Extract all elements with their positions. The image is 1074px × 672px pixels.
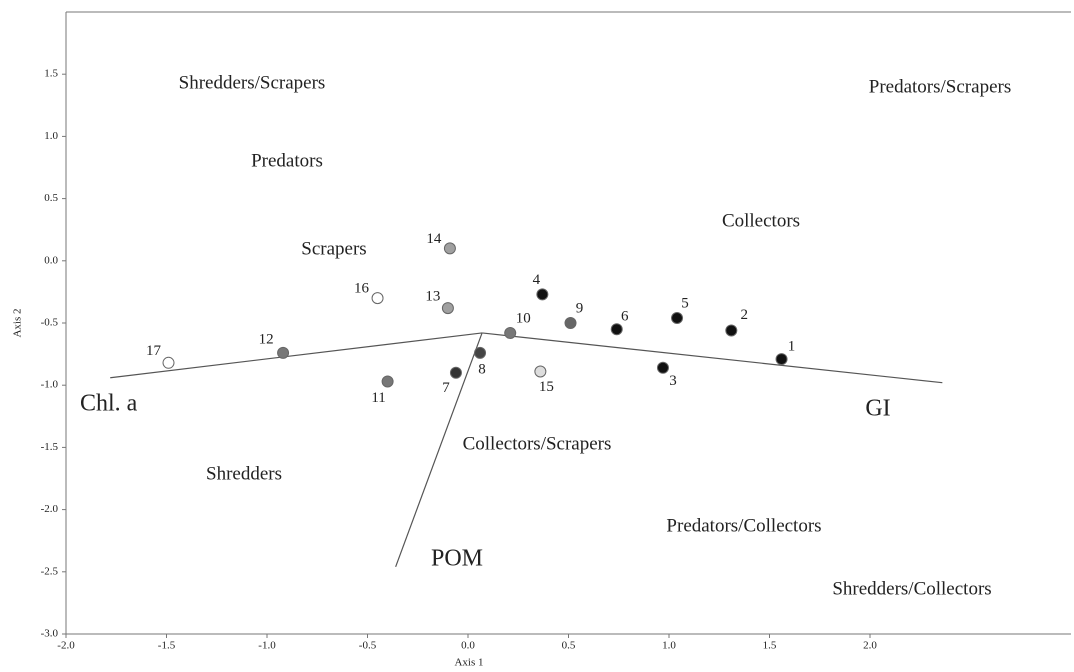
vector bbox=[395, 332, 483, 568]
point-label: 10 bbox=[516, 310, 531, 326]
group-label: Predators/Collectors bbox=[666, 515, 821, 536]
point-label: 3 bbox=[669, 373, 677, 389]
x-tick-label: 1.5 bbox=[763, 640, 777, 652]
point bbox=[371, 292, 384, 305]
point bbox=[381, 375, 394, 388]
point bbox=[656, 361, 669, 374]
y-tick-label: -1.5 bbox=[41, 441, 59, 453]
vector-label: Chl. a bbox=[80, 391, 138, 417]
vector bbox=[482, 332, 943, 384]
y-tick-label: -3.0 bbox=[41, 628, 59, 640]
y-tick-label: 1.0 bbox=[44, 130, 58, 142]
y-axis-title: Axis 2 bbox=[12, 308, 24, 337]
y-tick-label: -1.0 bbox=[41, 379, 59, 391]
point-label: 15 bbox=[539, 379, 554, 395]
point bbox=[449, 366, 462, 379]
group-label: Shredders/Collectors bbox=[832, 578, 991, 599]
point bbox=[441, 302, 454, 315]
point-label: 6 bbox=[621, 309, 629, 325]
vector-label: GI bbox=[865, 396, 890, 422]
point-label: 16 bbox=[354, 281, 370, 297]
point-label: 14 bbox=[426, 231, 442, 247]
point-label: 2 bbox=[741, 307, 749, 323]
point-label: 1 bbox=[788, 339, 796, 355]
point-label: 13 bbox=[425, 289, 440, 305]
vector bbox=[110, 332, 483, 379]
point-label: 9 bbox=[576, 300, 584, 316]
y-tick-label: 0.5 bbox=[44, 192, 58, 204]
x-tick-label: 0.5 bbox=[562, 640, 576, 652]
point-label: 12 bbox=[259, 331, 274, 347]
vector-label: POM bbox=[431, 546, 483, 572]
point bbox=[443, 242, 456, 255]
point bbox=[277, 346, 290, 359]
y-tick-label: -0.5 bbox=[41, 317, 59, 329]
point-label: 5 bbox=[681, 295, 689, 311]
group-label: Collectors bbox=[722, 210, 800, 231]
x-tick-label: 1.0 bbox=[662, 640, 676, 652]
point-label: 4 bbox=[533, 272, 541, 288]
group-label: Shredders bbox=[206, 463, 282, 484]
x-tick-label: 2.0 bbox=[863, 640, 877, 652]
point-label: 11 bbox=[371, 390, 385, 406]
x-tick-label: -2.0 bbox=[57, 640, 75, 652]
group-label: Shredders/Scrapers bbox=[179, 72, 326, 93]
x-tick-label: -1.5 bbox=[158, 640, 176, 652]
point bbox=[775, 353, 788, 366]
group-label: Scrapers bbox=[301, 238, 366, 259]
x-tick-label: -1.0 bbox=[258, 640, 276, 652]
x-tick-label: -0.5 bbox=[359, 640, 377, 652]
point-label: 7 bbox=[442, 380, 450, 396]
y-tick-label: 1.5 bbox=[44, 68, 58, 80]
point bbox=[671, 312, 684, 325]
group-label: Predators/Scrapers bbox=[869, 76, 1011, 97]
point bbox=[162, 356, 175, 369]
group-label: Collectors/Scrapers bbox=[463, 433, 612, 454]
point-label: 8 bbox=[478, 361, 486, 377]
y-tick-label: -2.0 bbox=[41, 503, 59, 515]
y-tick-label: 0.0 bbox=[44, 254, 58, 266]
point bbox=[725, 324, 738, 337]
point bbox=[504, 326, 517, 339]
x-tick-label: 0.0 bbox=[461, 640, 475, 652]
x-axis-title: Axis 1 bbox=[454, 657, 483, 669]
point bbox=[474, 346, 487, 359]
y-tick-label: -2.5 bbox=[41, 565, 59, 577]
point bbox=[564, 317, 577, 329]
point bbox=[610, 323, 623, 336]
group-label: Predators bbox=[251, 150, 323, 171]
point bbox=[536, 288, 549, 301]
point-label: 17 bbox=[146, 343, 162, 359]
point bbox=[534, 365, 547, 378]
